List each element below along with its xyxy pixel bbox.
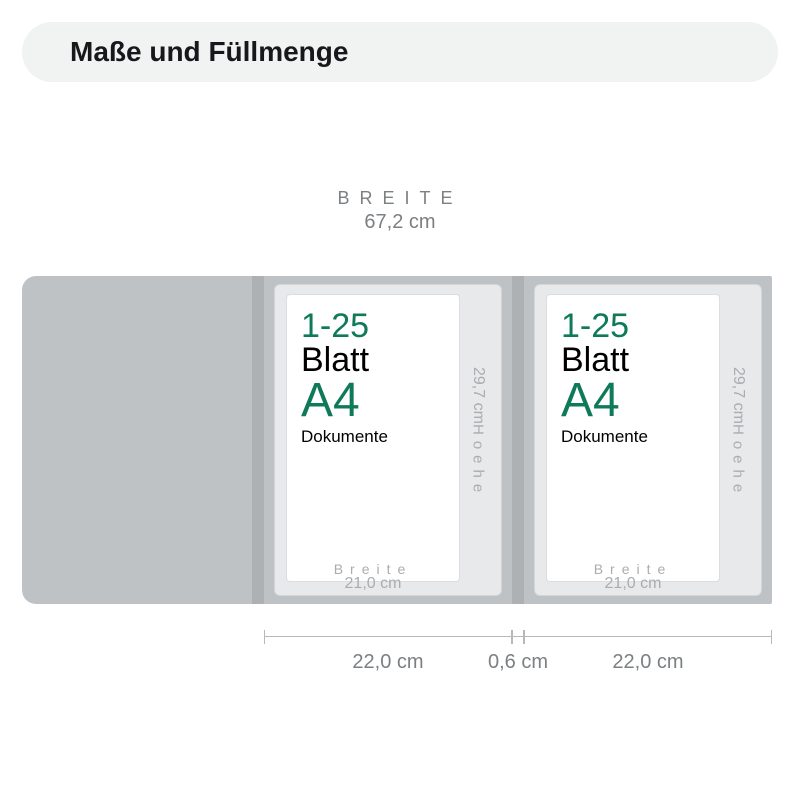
pocket-1: 1-25 Blatt A4 Dokumente 29,7 cm Hoehe Br… — [264, 276, 512, 604]
sleeve-2: 1-25 Blatt A4 Dokumente 29,7 cm Hoehe Br… — [534, 284, 762, 596]
total-width-word: BREITE — [321, 188, 478, 209]
pocket-2: 1-25 Blatt A4 Dokumente 29,7 cm Hoehe Br… — [524, 276, 772, 604]
dim-pocket-1: 22,0 cm — [264, 636, 512, 637]
breite-label-2: Breite 21,0 cm — [547, 561, 719, 593]
sheet-range: 1-25 — [301, 309, 449, 343]
page-title: Maße und Füllmenge — [70, 36, 348, 68]
breite-value: 21,0 cm — [287, 575, 459, 593]
dim-pocket-2: 22,0 cm — [524, 636, 772, 637]
sheet-doc: Dokumente — [561, 427, 709, 447]
folder-assembly: 1-25 Blatt A4 Dokumente 29,7 cm Hoehe Br… — [22, 276, 778, 604]
header-pill: Maße und Füllmenge — [22, 22, 778, 82]
sheet-2: 1-25 Blatt A4 Dokumente — [547, 295, 719, 581]
sleeve-1: 1-25 Blatt A4 Dokumente 29,7 cm Hoehe Br… — [274, 284, 502, 596]
folder-spine-1 — [252, 276, 264, 604]
sheet-doc: Dokumente — [301, 427, 449, 447]
hoehe-value: 29,7 cm — [469, 367, 487, 424]
dim-pocket-2-value: 22,0 cm — [524, 651, 772, 674]
sheet-format: A4 — [301, 377, 449, 425]
hoehe-word: Hoehe — [470, 424, 487, 498]
sheet-format: A4 — [561, 377, 709, 425]
hoehe-word: Hoehe — [730, 424, 747, 498]
hoehe-label-2: 29,7 cm Hoehe — [725, 305, 751, 555]
hoehe-label-1: 29,7 cm Hoehe — [465, 305, 491, 555]
dim-pocket-1-value: 22,0 cm — [264, 651, 512, 674]
breite-label-1: Breite 21,0 cm — [287, 561, 459, 593]
folder-cover — [22, 276, 252, 604]
folder-spine-2 — [512, 276, 524, 604]
dim-spine: 0,6 cm — [512, 636, 524, 637]
breite-value: 21,0 cm — [547, 575, 719, 593]
total-width-label: BREITE 67,2 cm — [0, 188, 800, 234]
hoehe-value: 29,7 cm — [729, 367, 747, 424]
bottom-dimensions: 22,0 cm 0,6 cm 22,0 cm — [22, 636, 778, 696]
sheet-range: 1-25 — [561, 309, 709, 343]
total-width-value: 67,2 cm — [0, 211, 800, 234]
sheet-1: 1-25 Blatt A4 Dokumente — [287, 295, 459, 581]
diagram-canvas: Maße und Füllmenge BREITE 67,2 cm 1-25 B… — [0, 0, 800, 800]
